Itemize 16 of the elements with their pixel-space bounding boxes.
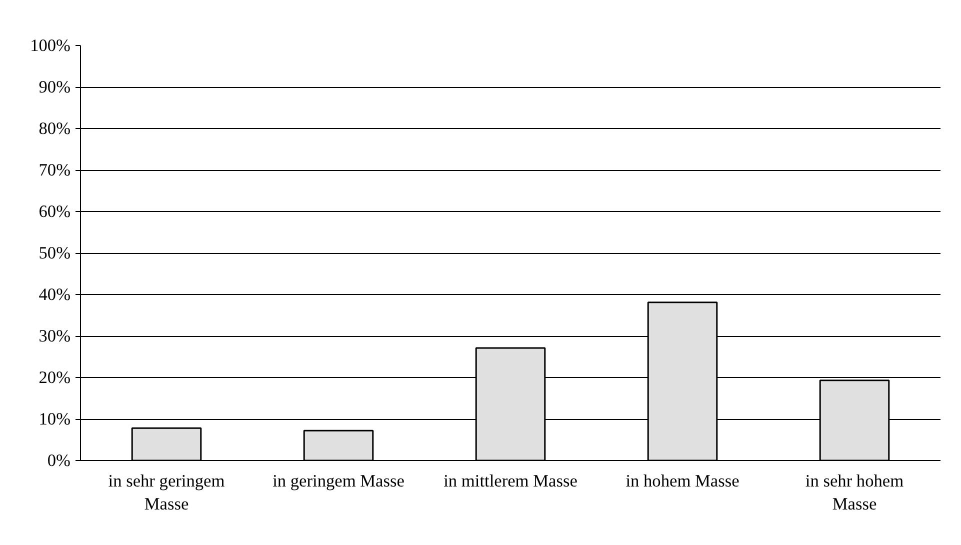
y-tick-label: 40% bbox=[38, 285, 71, 304]
y-tick-label: 60% bbox=[38, 202, 71, 221]
y-tick-label: 20% bbox=[38, 368, 71, 387]
x-tick-label: in sehr hohem Masse bbox=[805, 472, 904, 514]
y-tick-label: 100% bbox=[30, 36, 71, 55]
y-tick-label: 70% bbox=[38, 160, 71, 180]
x-tick-label: in geringem Masse bbox=[272, 472, 405, 490]
y-tick-label: 10% bbox=[38, 410, 71, 428]
x-tick-label: in sehr geringem Masse bbox=[108, 472, 226, 514]
y-tick-label: 0% bbox=[47, 451, 71, 470]
y-tick-label: 90% bbox=[38, 78, 71, 96]
y-tick-label: 50% bbox=[38, 244, 71, 262]
x-tick-label: in mittlerem Masse bbox=[444, 472, 578, 490]
y-tick-label: 80% bbox=[38, 119, 71, 138]
x-tick-label: in hohem Masse bbox=[626, 472, 740, 490]
y-tick-label: 30% bbox=[38, 326, 71, 346]
